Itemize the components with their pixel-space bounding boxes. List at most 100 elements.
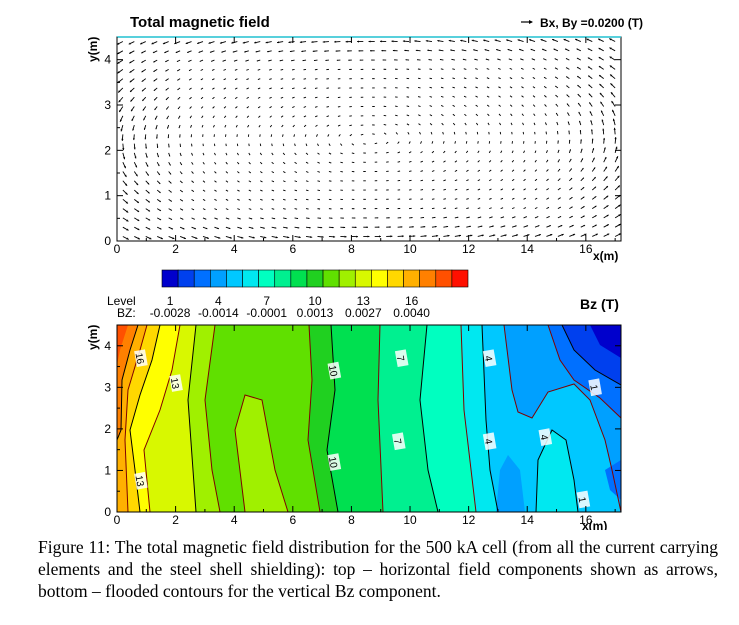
- field-arrowhead: [141, 61, 144, 63]
- field-arrowhead: [525, 207, 526, 209]
- field-arrowhead: [349, 78, 351, 80]
- field-arrowhead: [433, 179, 435, 181]
- field-arrowhead: [141, 70, 144, 73]
- contour-region-red-orange: [117, 325, 128, 365]
- field-arrowhead: [181, 190, 183, 193]
- field-arrowhead: [240, 227, 242, 229]
- field-arrowhead: [484, 49, 487, 51]
- field-arrowhead: [341, 153, 343, 154]
- field-arrowhead: [160, 237, 163, 240]
- field-arrowhead: [453, 123, 455, 124]
- field-arrowhead: [413, 235, 416, 238]
- colorbar-level-tick: 13: [357, 294, 371, 308]
- y-tick-label: 4: [104, 53, 111, 67]
- field-arrowhead: [227, 181, 228, 183]
- field-arrowhead: [191, 145, 193, 147]
- field-arrowhead: [177, 79, 179, 81]
- y-tick-label: 0: [104, 234, 111, 248]
- field-arrowhead: [444, 170, 446, 172]
- field-arrowhead: [566, 94, 568, 96]
- field-arrowhead: [444, 198, 446, 200]
- field-arrowhead: [295, 171, 297, 173]
- field-arrowhead: [535, 150, 537, 152]
- field-arrowhead: [321, 235, 324, 238]
- field-arrowhead: [335, 50, 338, 52]
- field-arrowhead: [510, 104, 512, 106]
- field-arrowhead: [607, 233, 610, 236]
- field-arrowhead: [570, 178, 573, 180]
- field-arrowhead: [452, 68, 454, 70]
- field-arrowhead: [399, 161, 401, 163]
- field-arrowhead: [201, 126, 203, 128]
- field-arrowhead: [261, 181, 263, 182]
- field-arrowhead: [475, 86, 477, 88]
- contour-y-ticks: 0 1 2 3 4: [104, 339, 621, 519]
- field-arrowhead: [463, 86, 465, 88]
- field-arrowhead: [490, 188, 492, 190]
- colorbar-value-tick: 0.0027: [345, 306, 382, 320]
- field-arrowhead: [462, 58, 465, 61]
- field-arrowhead: [411, 217, 413, 219]
- field-arrowhead: [238, 172, 240, 174]
- field-arrowhead: [412, 226, 414, 228]
- field-arrowhead: [417, 59, 419, 61]
- field-arrowhead: [228, 227, 231, 229]
- field-arrowhead: [547, 159, 548, 161]
- contour-label: 13: [168, 374, 183, 392]
- field-arrowhead: [475, 96, 477, 97]
- x-tick-label: 8: [348, 242, 355, 256]
- field-arrowhead: [406, 87, 408, 89]
- field-arrowhead: [284, 162, 286, 164]
- field-arrowhead: [490, 207, 492, 209]
- field-arrowhead: [117, 61, 120, 64]
- y-tick-label: 1: [104, 463, 111, 477]
- field-arrowhead: [588, 84, 591, 87]
- field-arrowhead: [467, 160, 469, 162]
- field-arrowhead: [222, 60, 224, 62]
- field-arrowhead: [295, 162, 297, 164]
- contour-label: 16: [133, 349, 148, 367]
- field-arrowhead: [534, 131, 536, 133]
- field-arrowhead: [452, 96, 454, 97]
- field-arrowhead: [507, 49, 510, 51]
- field-arrowhead: [588, 93, 591, 96]
- field-arrowhead: [509, 68, 511, 70]
- y-tick-label: 3: [104, 98, 111, 112]
- field-arrowhead: [479, 179, 480, 181]
- field-arrowhead: [224, 126, 226, 128]
- field-arrowhead: [274, 227, 277, 229]
- field-arrowhead: [513, 188, 515, 190]
- field-arrowhead: [440, 77, 442, 79]
- field-arrowhead: [546, 150, 548, 152]
- field-arrowhead: [533, 95, 534, 97]
- field-arrowhead: [527, 234, 530, 237]
- field-arrowhead: [235, 88, 237, 90]
- field-arrowhead: [341, 162, 343, 164]
- field-arrowhead: [296, 217, 299, 219]
- field-arrowhead: [203, 154, 205, 156]
- field-arrowhead: [246, 88, 248, 90]
- field-arrowhead: [387, 152, 389, 153]
- field-arrowhead: [513, 198, 515, 199]
- field-arrowhead: [444, 179, 446, 181]
- field-arrowhead: [452, 86, 454, 88]
- field-arrowhead: [200, 88, 202, 90]
- field-arrowhead: [383, 87, 385, 89]
- field-arrowhead: [192, 172, 194, 174]
- field-arrowhead: [419, 132, 421, 133]
- field-arrowhead: [177, 88, 179, 90]
- field-arrowhead: [392, 49, 395, 52]
- field-arrowhead: [158, 164, 160, 167]
- field-arrowhead: [511, 131, 513, 133]
- field-arrowhead: [442, 131, 444, 133]
- field-arrowhead: [260, 154, 262, 156]
- field-arrowhead: [188, 60, 190, 62]
- field-arrowhead: [470, 234, 473, 237]
- field-arrowhead: [261, 190, 263, 192]
- field-arrowhead: [502, 198, 503, 200]
- field-arrowhead: [189, 79, 191, 81]
- field-arrowhead: [309, 226, 311, 229]
- field-arrowhead: [219, 41, 223, 44]
- field-arrowhead: [433, 198, 435, 200]
- field-arrowhead: [379, 40, 382, 43]
